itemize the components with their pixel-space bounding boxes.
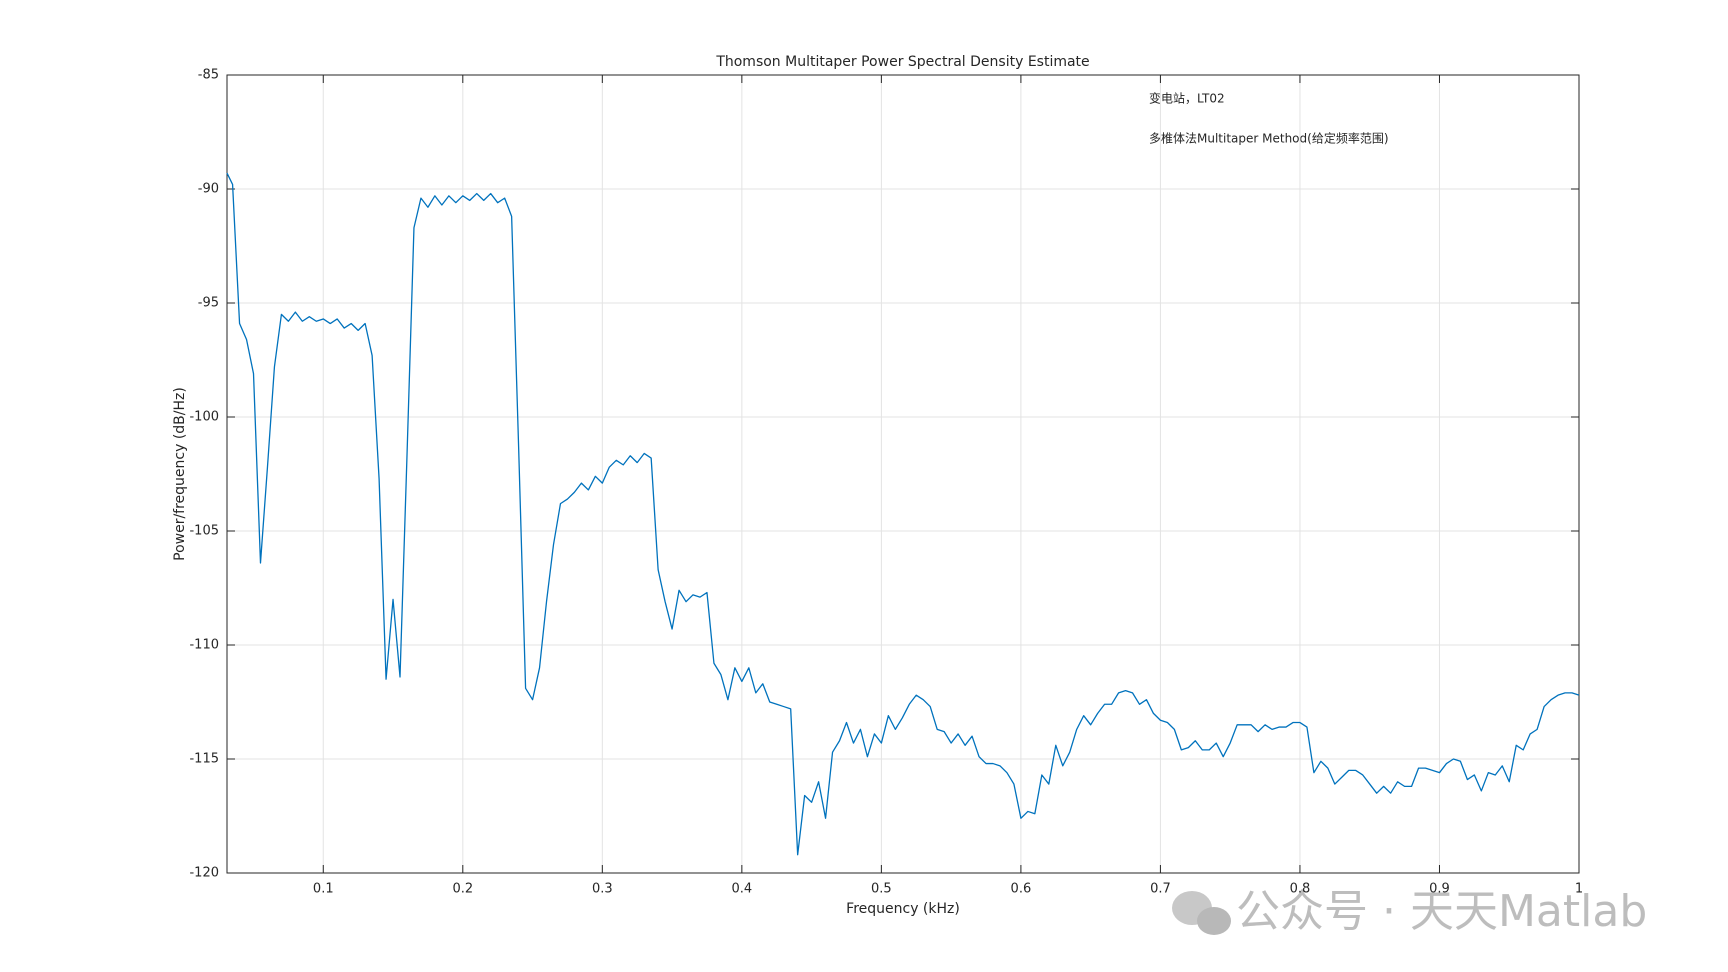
psd-line: [226, 172, 1580, 856]
plot-frame: [226, 74, 1580, 874]
x-tick-label: 0.7: [1150, 882, 1171, 897]
x-tick-label: 1: [1575, 882, 1583, 897]
x-tick-label: 0.3: [592, 882, 613, 897]
x-tick-label: 0.2: [452, 882, 473, 897]
y-tick-label: -95: [198, 296, 219, 311]
y-tick-label: -115: [189, 752, 219, 767]
x-tick-label: 0.1: [313, 882, 334, 897]
y-tick-label: -90: [198, 182, 219, 197]
x-tick-label: 0.4: [732, 882, 753, 897]
x-tick-label: 0.5: [871, 882, 892, 897]
x-tick-label: 0.9: [1429, 882, 1450, 897]
y-tick-label: -105: [189, 524, 219, 539]
wechat-icon: [1172, 891, 1231, 935]
watermark: 公众号 · 天天Matlab: [1236, 886, 1647, 937]
x-axis-label: Frequency (kHz): [846, 901, 960, 917]
y-tick-label: -120: [189, 866, 219, 881]
y-tick-label: -85: [198, 68, 219, 83]
annotation: 多椎体法Multitaper Method(给定频率范围): [1149, 131, 1389, 146]
y-tick-label: -110: [189, 638, 219, 653]
y-axis-label: Power/frequency (dB/Hz): [172, 387, 188, 561]
y-tick-label: -100: [189, 410, 219, 425]
annotation: 变电站，LT02: [1149, 91, 1225, 106]
x-tick-label: 0.8: [1290, 882, 1311, 897]
chart-title: Thomson Multitaper Power Spectral Densit…: [715, 54, 1089, 70]
x-tick-label: 0.6: [1011, 882, 1032, 897]
